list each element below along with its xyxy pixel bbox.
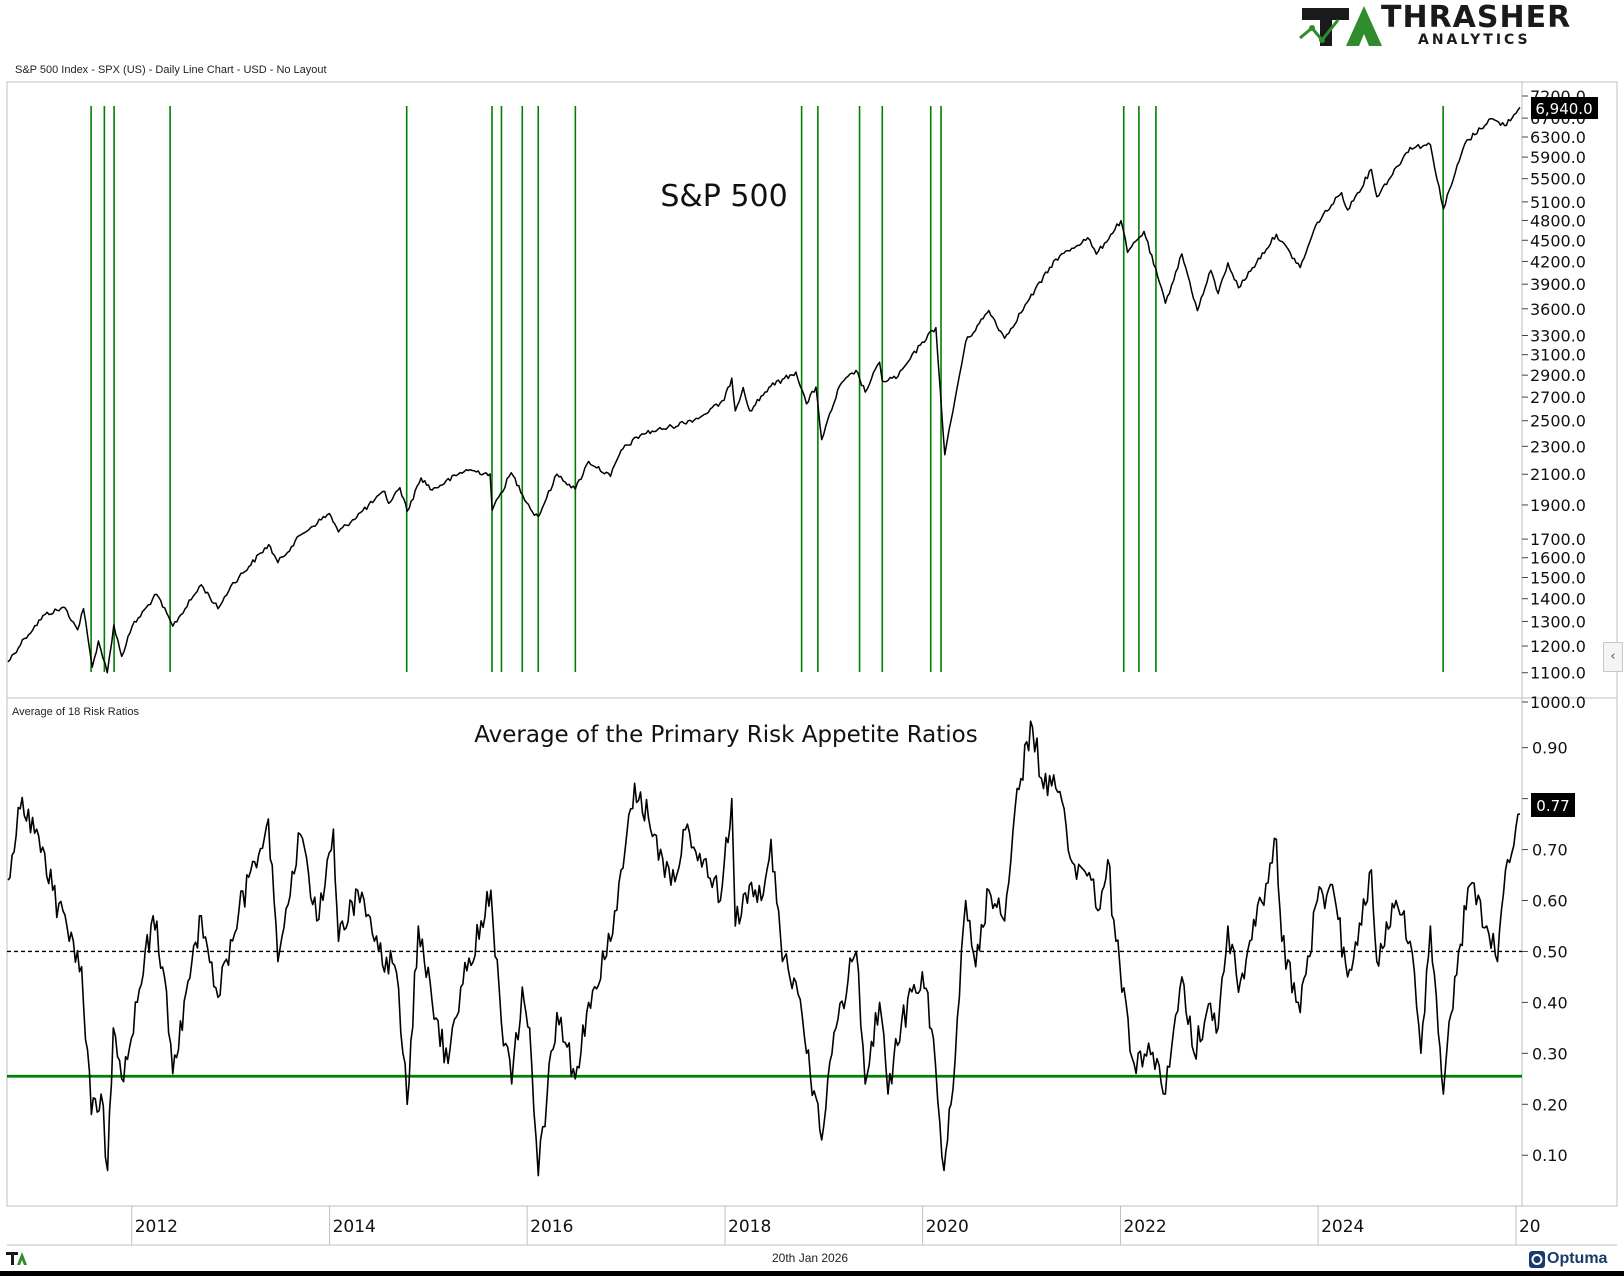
- ratio-y-tick-label: 0.30: [1532, 1044, 1568, 1063]
- thrasher-logo-icon: [1299, 6, 1382, 46]
- price-y-ticks-group: 7200.06700.06300.05900.05500.05100.04800…: [1522, 87, 1586, 712]
- price-y-tick-label: 3900.0: [1530, 275, 1586, 294]
- price-chart-title: S&P 500: [660, 179, 787, 214]
- ratio-y-tick-label: 0.60: [1532, 892, 1568, 911]
- ratio-last-value-badge: [1531, 793, 1575, 817]
- price-last-value-label: 6,940.0: [1535, 100, 1592, 118]
- footer-ta-icon: [6, 1252, 27, 1265]
- price-y-tick-label: 1700.0: [1530, 530, 1586, 549]
- ratio-y-tick-label: 0.40: [1532, 993, 1568, 1012]
- price-y-tick-label: 4200.0: [1530, 252, 1586, 271]
- price-y-tick-label: 1600.0: [1530, 549, 1586, 568]
- price-y-tick-label: 5900.0: [1530, 148, 1586, 167]
- x-axis-ticks-group: 2012 2014 2016 2018 2020 2022 2024 20: [131, 1206, 1541, 1245]
- price-y-tick-label: 4500.0: [1530, 231, 1586, 250]
- logo-thrasher-text: THRASHER: [1381, 0, 1572, 35]
- bottom-border-bar: [0, 1271, 1624, 1276]
- collapse-panel-button[interactable]: ‹: [1603, 642, 1623, 672]
- price-y-tick-label: 1400.0: [1530, 590, 1586, 609]
- price-series-line: [7, 106, 1521, 674]
- x-axis-tick-label: 2024: [1321, 1217, 1364, 1237]
- ratio-panel-label: Average of 18 Risk Ratios: [12, 706, 139, 718]
- price-y-tick-label: 1900.0: [1530, 496, 1586, 515]
- signal-lines-group: [90, 106, 1444, 672]
- price-y-tick-label: 2500.0: [1530, 412, 1586, 431]
- price-last-value-badge: [1531, 97, 1598, 119]
- ratio-chart-title: Average of the Primary Risk Appetite Rat…: [474, 722, 977, 748]
- price-y-tick-label: 2300.0: [1530, 437, 1586, 456]
- ratio-series-group: [7, 720, 1521, 1177]
- price-y-tick-label: 5100.0: [1530, 193, 1586, 212]
- price-y-tick-label: 1200.0: [1530, 637, 1586, 656]
- ratio-reference-lines-group: [7, 950, 1522, 1078]
- price-y-tick-label: 3100.0: [1530, 346, 1586, 365]
- price-y-tick-label: 1300.0: [1530, 612, 1586, 631]
- x-axis-tick-label: 2020: [926, 1217, 969, 1237]
- ratio-series-line: [7, 720, 1521, 1177]
- price-y-tick-label: 1100.0: [1530, 664, 1586, 683]
- ratio-y-tick-label: 0.90: [1532, 739, 1568, 758]
- logo-analytics-text: ANALYTICS: [1418, 32, 1531, 48]
- price-y-tick-label: 2700.0: [1530, 388, 1586, 407]
- footer-date-label: 20th Jan 2026: [772, 1251, 849, 1265]
- ratio-last-value-label: 0.77: [1536, 797, 1569, 815]
- price-y-tick-label: 1000.0: [1530, 693, 1586, 712]
- price-y-tick-label: 6300.0: [1530, 128, 1586, 147]
- price-y-tick-label: 3300.0: [1530, 326, 1586, 345]
- price-panel-frame: [6, 81, 1618, 699]
- x-axis-tick-label: 2012: [135, 1217, 178, 1237]
- x-axis-tick-label: 2016: [530, 1217, 573, 1237]
- x-axis-tick-label: 20: [1519, 1217, 1541, 1237]
- ratio-y-tick-label: 0.70: [1532, 841, 1568, 860]
- price-series-group: [7, 106, 1521, 674]
- x-axis-tick-label: 2014: [333, 1217, 376, 1237]
- price-y-tick-label: 3600.0: [1530, 300, 1586, 319]
- optuma-brand-label: Optuma: [1547, 1250, 1608, 1267]
- price-y-tick-label: 2900.0: [1530, 366, 1586, 385]
- ratio-y-tick-label: 0.20: [1532, 1095, 1568, 1114]
- price-y-tick-label: 4800.0: [1530, 211, 1586, 230]
- price-y-tick-label: 5500.0: [1530, 170, 1586, 189]
- price-y-tick-label: 2100.0: [1530, 465, 1586, 484]
- x-axis-tick-label: 2018: [728, 1217, 771, 1237]
- optuma-logo-icon: [1529, 1251, 1545, 1268]
- ratio-y-tick-label: 0.10: [1532, 1146, 1568, 1165]
- price-y-tick-label: 1500.0: [1530, 569, 1586, 588]
- x-axis-tick-label: 2022: [1123, 1217, 1166, 1237]
- chart-description-label: S&P 500 Index - SPX (US) - Daily Line Ch…: [15, 64, 327, 76]
- ratio-y-tick-label: 0.50: [1532, 942, 1568, 961]
